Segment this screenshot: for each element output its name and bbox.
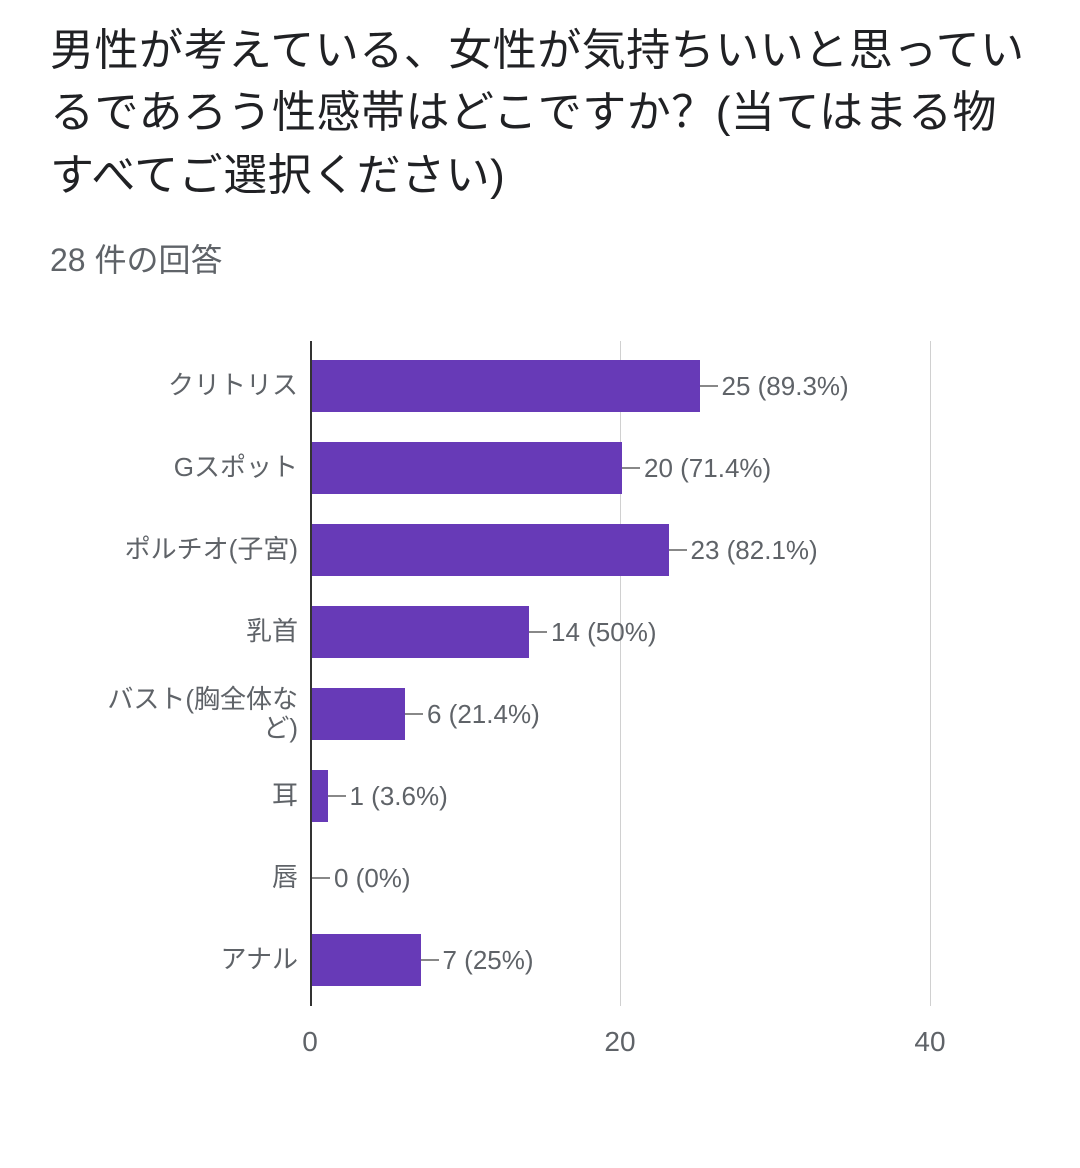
question-title: 男性が考えている、女性が気持ちいいと思っているであろう性感帯はどこですか？(当て… <box>50 20 1030 207</box>
bar-row: アナル7 (25%) <box>310 919 930 1001</box>
value-tick <box>529 631 547 633</box>
bar[interactable] <box>312 524 669 576</box>
bar-row: 耳1 (3.6%) <box>310 755 930 837</box>
category-label: 耳 <box>98 781 298 811</box>
value-tick <box>669 549 687 551</box>
value-label-group: 0 (0%) <box>312 837 411 919</box>
bar[interactable] <box>312 360 700 412</box>
value-label: 6 (21.4%) <box>427 699 540 730</box>
value-label: 0 (0%) <box>334 863 411 894</box>
value-tick <box>421 959 439 961</box>
bar[interactable] <box>312 934 421 986</box>
value-label: 23 (82.1%) <box>691 535 818 566</box>
bar[interactable] <box>312 606 529 658</box>
category-label: Gスポット <box>98 453 298 483</box>
chart-card: 男性が考えている、女性が気持ちいいと思っているであろう性感帯はどこですか？(当て… <box>0 0 1080 1168</box>
chart-area: クリトリス25 (89.3%)Gスポット20 (71.4%)ポルチオ(子宮)23… <box>100 341 1000 1081</box>
category-label: ポルチオ(子宮) <box>98 535 298 565</box>
bar-row: 唇0 (0%) <box>310 837 930 919</box>
bar[interactable] <box>312 770 328 822</box>
bar-row: 乳首14 (50%) <box>310 591 930 673</box>
value-label: 20 (71.4%) <box>644 453 771 484</box>
value-label-group: 25 (89.3%) <box>700 345 849 427</box>
value-label-group: 1 (3.6%) <box>328 755 448 837</box>
bar[interactable] <box>312 688 405 740</box>
value-label: 14 (50%) <box>551 617 657 648</box>
value-tick <box>312 877 330 879</box>
value-tick <box>700 385 718 387</box>
x-tick-label: 40 <box>914 1026 945 1058</box>
value-label-group: 6 (21.4%) <box>405 673 540 755</box>
category-label: アナル <box>98 945 298 975</box>
value-tick <box>328 795 346 797</box>
x-axis: 02040 <box>310 1006 930 1066</box>
category-label: クリトリス <box>98 371 298 401</box>
category-label: バスト(胸全体など) <box>98 685 298 745</box>
bar-row: Gスポット20 (71.4%) <box>310 427 930 509</box>
value-tick <box>622 467 640 469</box>
gridline <box>930 341 931 1006</box>
bar[interactable] <box>312 442 622 494</box>
value-label-group: 23 (82.1%) <box>669 509 818 591</box>
value-label-group: 20 (71.4%) <box>622 427 771 509</box>
value-label: 25 (89.3%) <box>722 371 849 402</box>
category-label: 乳首 <box>98 617 298 647</box>
plot-region: クリトリス25 (89.3%)Gスポット20 (71.4%)ポルチオ(子宮)23… <box>310 341 930 1006</box>
x-tick-label: 0 <box>302 1026 318 1058</box>
bar-row: クリトリス25 (89.3%) <box>310 345 930 427</box>
category-label: 唇 <box>98 863 298 893</box>
bar-row: ポルチオ(子宮)23 (82.1%) <box>310 509 930 591</box>
value-label-group: 14 (50%) <box>529 591 657 673</box>
bar-row: バスト(胸全体など)6 (21.4%) <box>310 673 930 755</box>
response-count: 28 件の回答 <box>50 235 1030 281</box>
value-label: 7 (25%) <box>443 945 534 976</box>
value-tick <box>405 713 423 715</box>
value-label: 1 (3.6%) <box>350 781 448 812</box>
x-tick-label: 20 <box>604 1026 635 1058</box>
value-label-group: 7 (25%) <box>421 919 534 1001</box>
